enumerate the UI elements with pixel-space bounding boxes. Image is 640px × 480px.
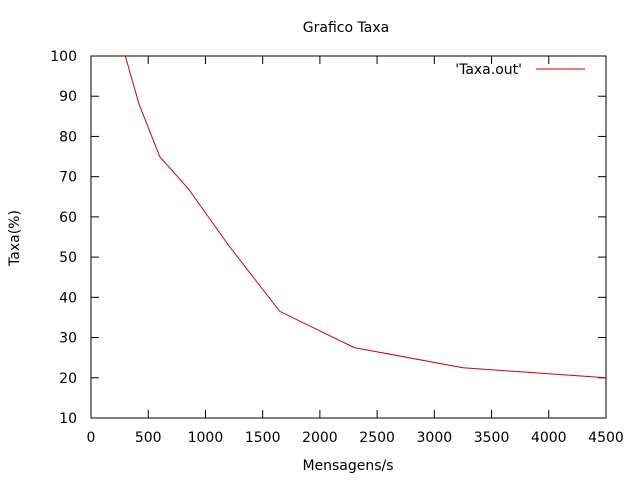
series-lines (124, 55, 607, 379)
legend-label: 'Taxa.out' (455, 62, 522, 78)
y-tick-label: 70 (59, 170, 77, 186)
x-tick-label: 500 (135, 430, 162, 446)
y-tick-label: 90 (59, 89, 77, 105)
x-tick-label: 1500 (245, 430, 281, 446)
x-tick-label: 4500 (588, 430, 624, 446)
x-tick-label: 2500 (359, 430, 395, 446)
series-line (124, 55, 607, 379)
x-tick-label: 0 (87, 430, 96, 446)
y-axis-label: Taxa(%) (7, 210, 23, 267)
x-tick-label: 3000 (417, 430, 453, 446)
y-tick-label: 100 (50, 49, 77, 65)
y-tick-label: 30 (59, 331, 77, 347)
x-tick-label: 4000 (531, 430, 567, 446)
x-tick-label: 1000 (188, 430, 224, 446)
y-tick-label: 20 (59, 371, 77, 387)
plot-frame (90, 55, 607, 419)
y-tick-label: 10 (59, 411, 77, 427)
x-tick-label: 3500 (474, 430, 510, 446)
chart-title: Grafico Taxa (303, 20, 389, 36)
x-axis-label: Mensagens/s (302, 458, 393, 474)
x-tick-label: 2000 (302, 430, 338, 446)
legend: 'Taxa.out' (455, 62, 585, 78)
y-tick-label: 40 (59, 290, 77, 306)
y-tick-label: 80 (59, 129, 77, 145)
y-tick-label: 50 (59, 250, 77, 266)
y-tick-label: 60 (59, 210, 77, 226)
